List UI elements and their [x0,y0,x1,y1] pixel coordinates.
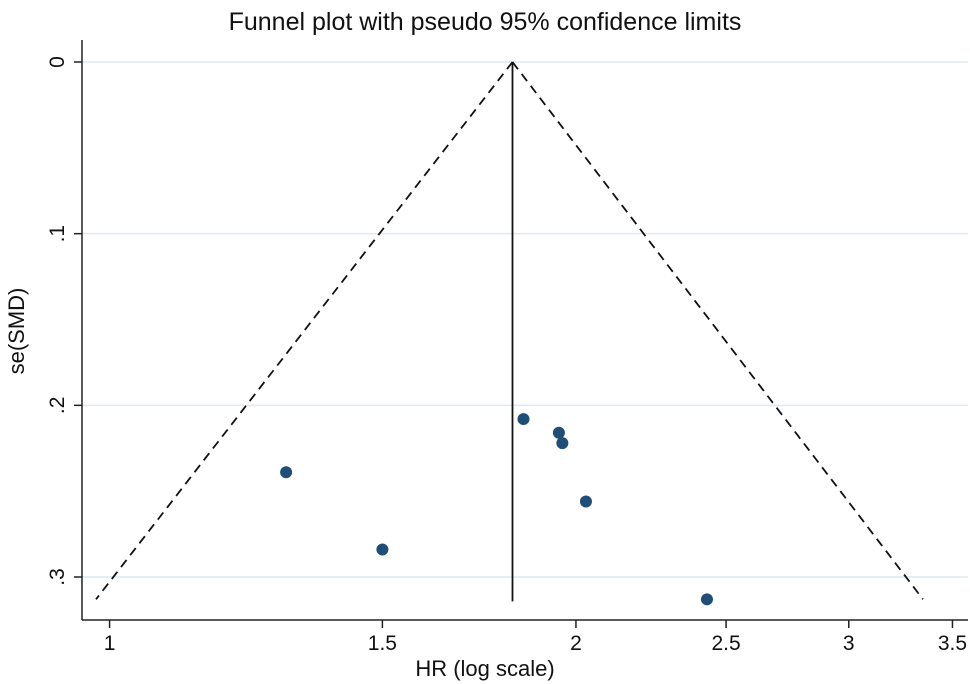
upper-confidence-limit [511,61,924,600]
x-tick-label: 1 [104,632,116,655]
study-point [280,466,293,479]
x-tick-label: 2 [570,632,582,655]
y-tick-label: .1 [46,225,69,243]
study-point [556,437,569,450]
x-tick-label: 3 [843,632,855,655]
study-point [376,543,389,556]
study-point [552,426,565,439]
x-tick-label: 2.5 [711,632,740,655]
chart-title: Funnel plot with pseudo 95% confidence l… [228,8,742,36]
y-tick-label: 0 [46,56,69,68]
funnel-lines [95,61,924,602]
x-axis-title: HR (log scale) [415,656,554,681]
axes: 0 .1 .2 .3 1 1.5 2 2.5 3 3.5 [46,40,968,655]
grid-lines [82,61,968,578]
study-point [579,495,592,508]
study-point [700,593,713,606]
data-points [280,413,713,606]
study-point [517,413,530,426]
y-tick-label: .3 [46,568,69,586]
x-tick-label: 1.5 [368,632,397,655]
lower-confidence-limit [95,61,514,600]
y-tick-label: .2 [46,397,69,415]
x-tick-label: 3.5 [938,632,967,655]
y-axis-title: se(SMD) [4,288,29,375]
